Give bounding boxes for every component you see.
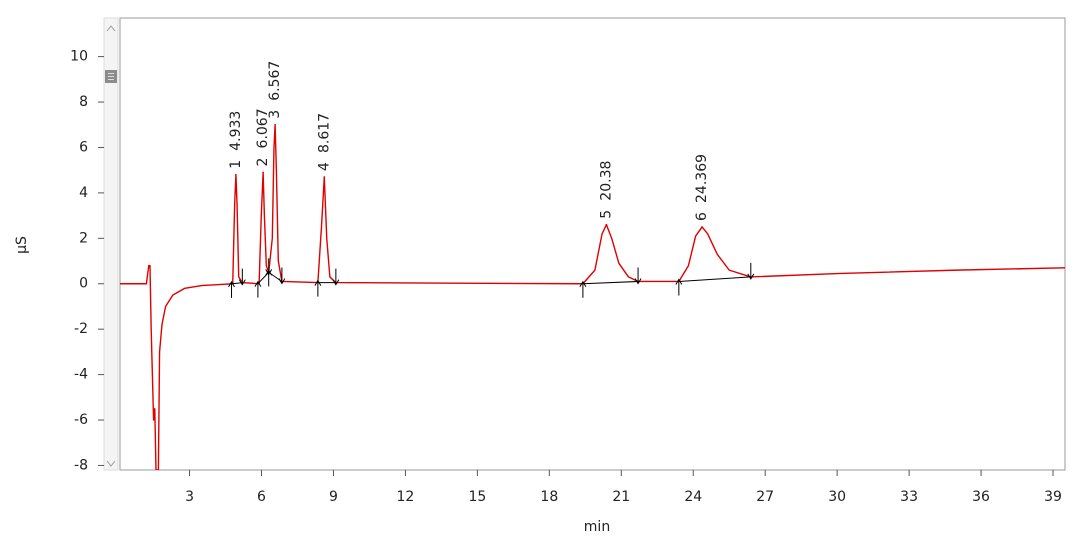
x-tick-label: 27	[756, 489, 774, 505]
x-tick-label: 12	[397, 489, 415, 505]
y-tick-label: 6	[79, 139, 88, 155]
peak-end-arrow	[332, 268, 340, 286]
scroll-track[interactable]	[103, 17, 119, 471]
peak-time: 6.067	[255, 108, 271, 148]
peak-start-arrow	[675, 278, 683, 296]
plot-area	[120, 123, 1065, 470]
peak-apex	[323, 176, 326, 178]
peak-time: 4.933	[228, 111, 244, 151]
scroll-grip	[108, 73, 114, 80]
y-tick-label: 8	[79, 94, 88, 110]
peak-end-arrow	[238, 268, 246, 286]
scroll-up[interactable]	[106, 25, 116, 32]
peak-number: 3	[267, 110, 283, 119]
peak-end-arrow	[634, 267, 642, 285]
peak-number: 4	[316, 162, 332, 171]
peak-time: 20.38	[598, 161, 614, 201]
scrollbar[interactable]	[103, 17, 119, 471]
y-tick-label: -4	[74, 367, 88, 383]
y-tick-label: 4	[79, 185, 88, 201]
scroll-down[interactable]	[106, 460, 116, 467]
x-tick-label: 36	[972, 489, 990, 505]
peak-apex	[605, 223, 608, 226]
plot-frame	[119, 17, 1066, 471]
x-tick-label: 21	[612, 489, 630, 505]
peak-end-arrow	[747, 262, 755, 280]
y-tick-label: 10	[70, 49, 88, 65]
peak-start-arrow	[254, 280, 262, 298]
trace-line	[120, 124, 1065, 470]
x-tick-label: 18	[540, 489, 558, 505]
y-tick-label: 2	[79, 230, 88, 246]
peak-baseline	[231, 282, 243, 285]
peak-time: 24.369	[694, 154, 710, 203]
x-tick-label: 30	[828, 489, 846, 505]
peak-baseline	[582, 280, 639, 285]
peak-number: 2	[255, 158, 271, 167]
peak-time: 6.567	[267, 61, 283, 101]
peak-apex	[274, 123, 276, 126]
peak-start-arrow	[579, 280, 587, 298]
peak-time: 8.617	[316, 113, 332, 153]
y-tick-label: -6	[74, 412, 88, 428]
peak-end-arrow	[278, 267, 286, 285]
x-tick-label: 6	[257, 489, 266, 505]
y-axis-title: µS	[14, 236, 30, 254]
peak-number: 6	[694, 212, 710, 221]
x-axis-title: min	[584, 519, 610, 535]
peak-number: 1	[228, 160, 244, 169]
peak-apex	[235, 173, 237, 176]
peak-apex	[262, 171, 264, 174]
peak-baseline	[678, 276, 751, 282]
x-tick-label: 33	[900, 489, 918, 505]
peak-start-arrow	[314, 279, 322, 297]
y-tick-label: -2	[74, 321, 88, 337]
peak-number: 5	[598, 210, 614, 219]
peak-apex	[701, 226, 703, 228]
x-tick-label: 39	[1044, 489, 1062, 505]
x-tick-label: 9	[329, 489, 338, 505]
y-tick-label: -8	[74, 457, 88, 473]
x-tick-label: 3	[185, 489, 194, 505]
peak-start-arrow	[228, 280, 235, 298]
peak-start-arrow	[265, 269, 273, 287]
x-tick-label: 24	[684, 489, 702, 505]
x-tick-label: 15	[468, 489, 486, 505]
y-tick-label: 0	[79, 276, 88, 292]
